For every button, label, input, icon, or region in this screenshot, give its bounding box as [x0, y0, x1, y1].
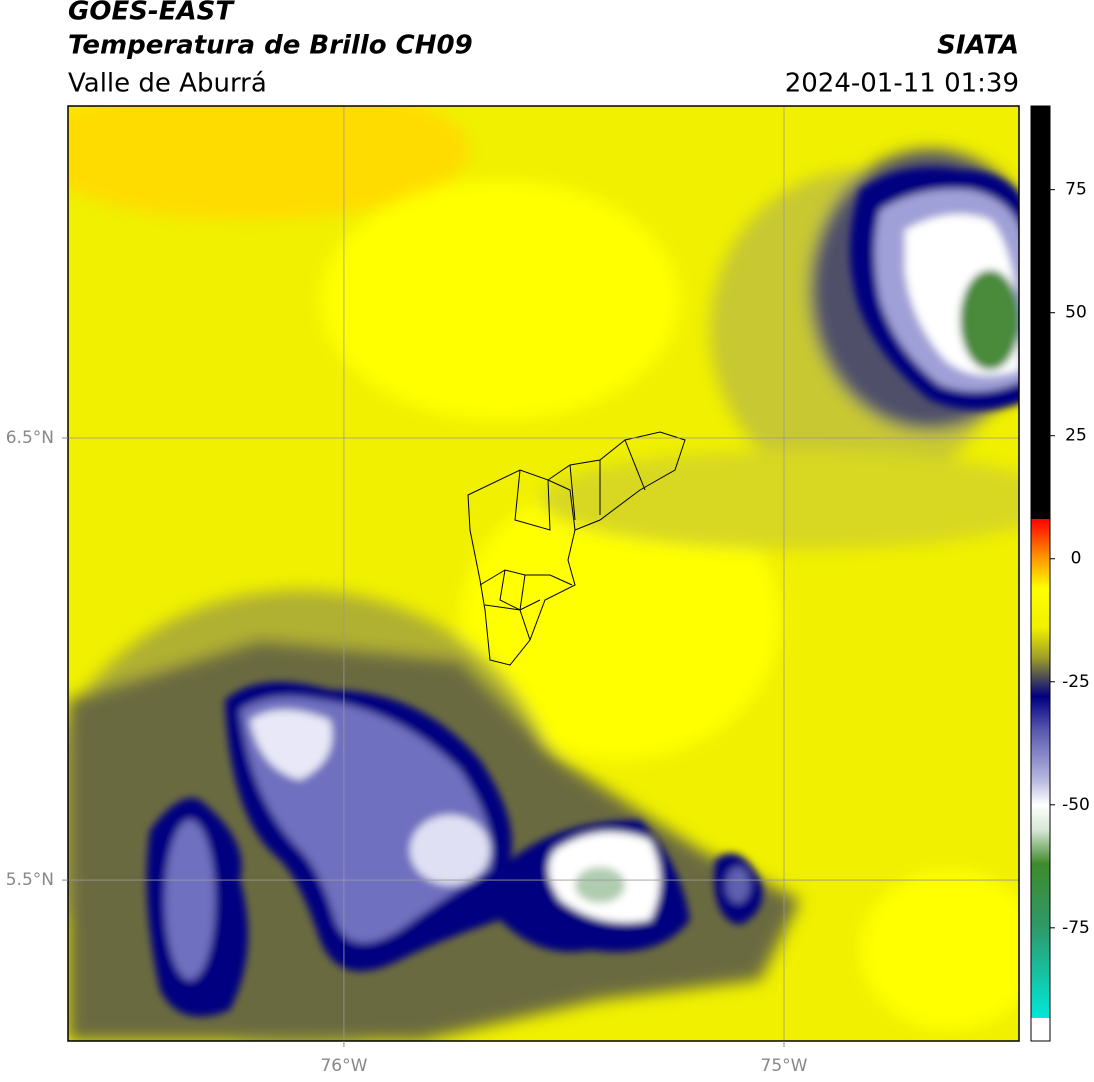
source: SIATA: [937, 31, 1019, 61]
colorbar-tick-label: 75: [1065, 180, 1087, 200]
y-tick-label: 6.5°N: [6, 428, 54, 448]
colorbar-tick-label: 0: [1071, 549, 1082, 569]
colorbar: [1031, 106, 1050, 1041]
subtitle: Temperatura de Brillo CH09: [68, 31, 473, 61]
y-tick-label: 5.5°N: [6, 870, 54, 890]
brightness-field: [68, 106, 1019, 1041]
colorbar-tick-label: -25: [1062, 672, 1090, 692]
x-tick-label: 76°W: [320, 1056, 367, 1076]
title: GOES-EAST: [68, 0, 235, 27]
colorbar-tick-label: 50: [1065, 303, 1087, 323]
colorbar-frame: [1030, 105, 1051, 1042]
colorbar-tick-label: 25: [1065, 426, 1087, 446]
map-frame: [67, 105, 1020, 1042]
colorbar-tick-label: -75: [1062, 918, 1090, 938]
colorbar-tick-label: -50: [1062, 795, 1090, 815]
region: Valle de Aburrá: [68, 69, 267, 99]
graticule: [68, 106, 1019, 1041]
municipal-boundaries: [467, 431, 686, 666]
timestamp: 2024-01-11 01:39: [785, 69, 1019, 99]
x-tick-label: 75°W: [761, 1056, 808, 1076]
